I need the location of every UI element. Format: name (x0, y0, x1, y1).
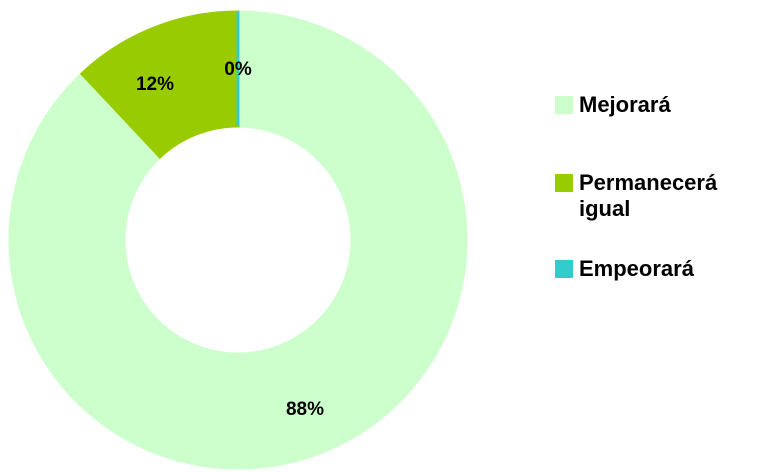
legend-item: Mejorará (555, 92, 783, 118)
legend-label: Mejorará (579, 92, 671, 117)
legend-swatch (555, 174, 573, 192)
data-label: 12% (136, 74, 174, 95)
legend-item: Empeorará (555, 256, 783, 282)
data-label: 0% (224, 59, 252, 80)
donut-slice (8, 10, 468, 470)
legend-swatch (555, 96, 573, 114)
legend-swatch (555, 260, 573, 278)
legend-label: Empeorará (579, 256, 694, 281)
legend-label: Permanecerá igual (579, 170, 718, 221)
data-label: 88% (286, 399, 324, 420)
legend-item: Permanecerá igual (555, 170, 783, 222)
